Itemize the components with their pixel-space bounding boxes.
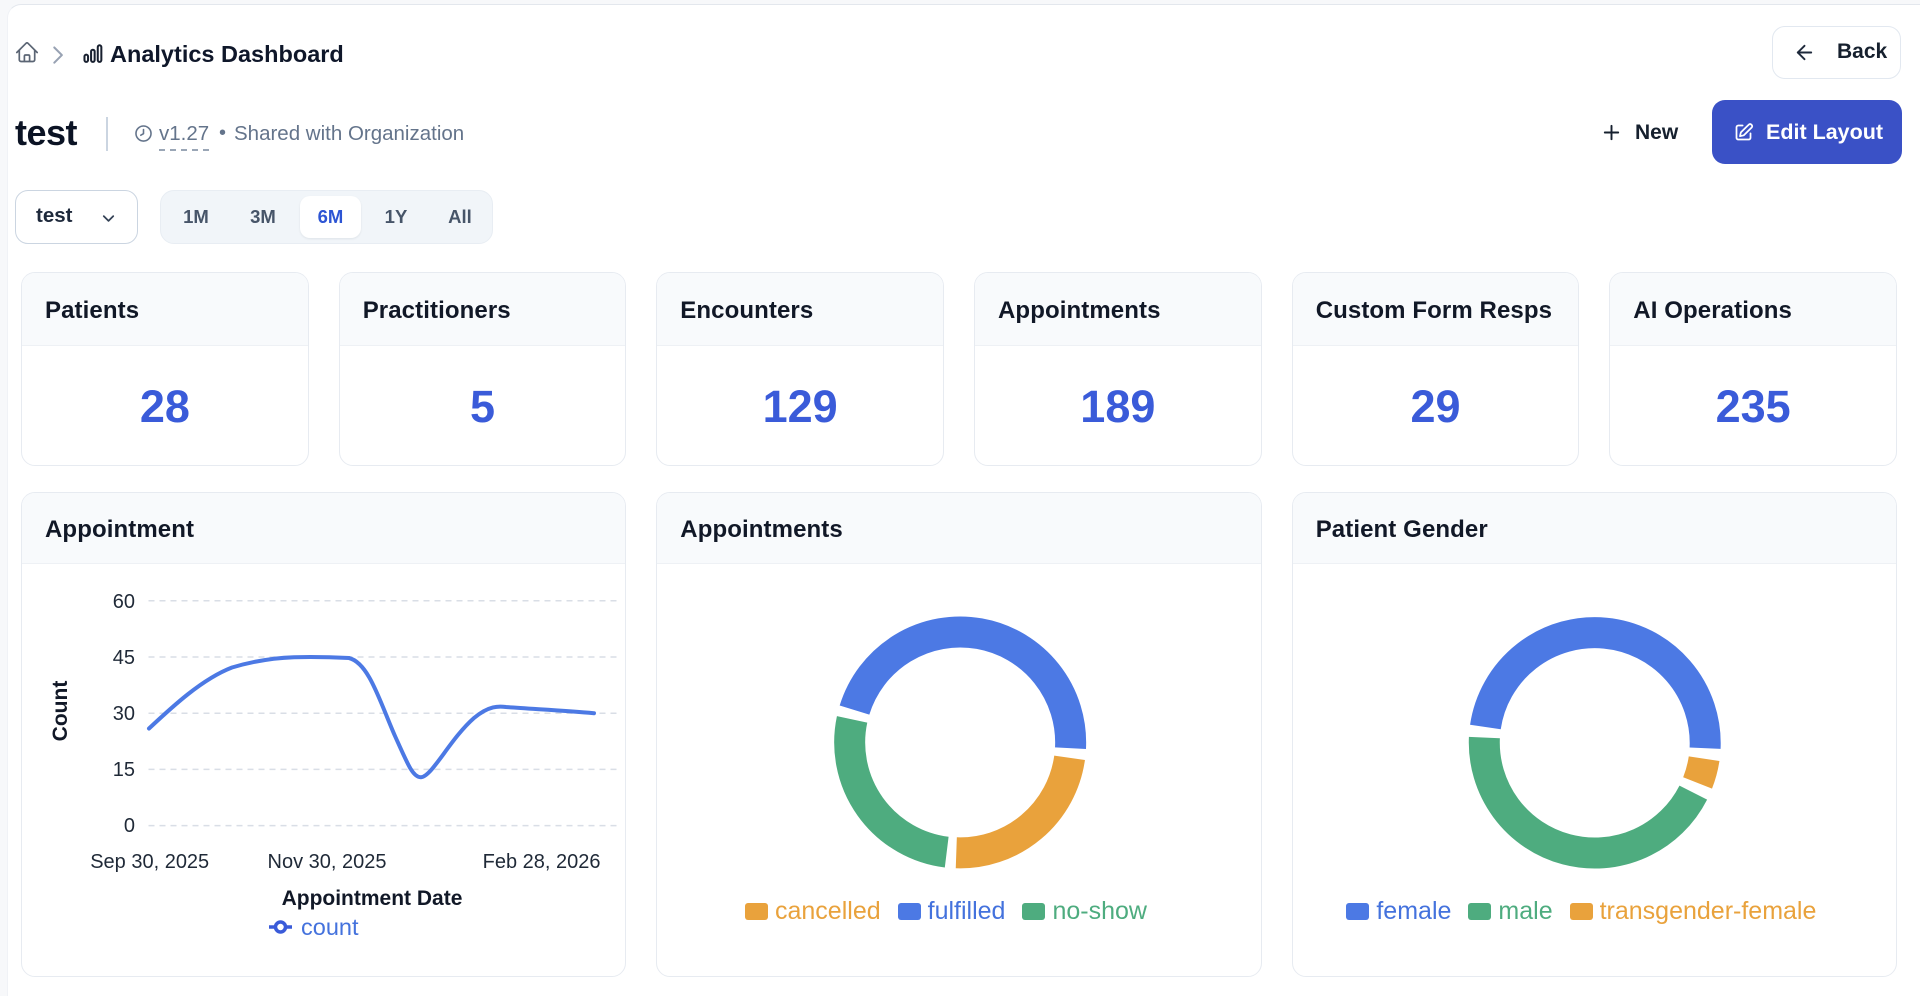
svg-text:0: 0 <box>124 815 135 837</box>
svg-text:45: 45 <box>113 647 135 669</box>
svg-text:Appointment Date: Appointment Date <box>282 887 463 910</box>
svg-text:count: count <box>301 914 359 940</box>
svg-text:15: 15 <box>113 759 135 781</box>
svg-text:Sep 30, 2025: Sep 30, 2025 <box>90 851 209 873</box>
svg-text:30: 30 <box>113 703 135 725</box>
svg-text:Count: Count <box>49 681 72 742</box>
svg-text:Nov 30, 2025: Nov 30, 2025 <box>268 851 387 873</box>
svg-text:Feb 28, 2026: Feb 28, 2026 <box>483 851 601 873</box>
svg-text:60: 60 <box>113 591 135 613</box>
